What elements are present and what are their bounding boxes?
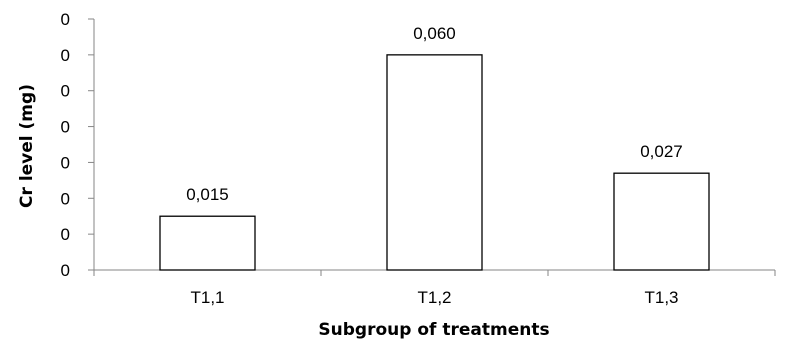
category-label: T1,3 xyxy=(644,288,678,307)
data-label: 0,027 xyxy=(640,142,683,161)
x-ticks xyxy=(93,270,776,276)
y-tick-label: 0 xyxy=(61,118,70,137)
y-tick-label: 0 xyxy=(61,189,70,208)
category-labels: T1,1 T1,2 T1,3 xyxy=(190,288,678,307)
y-tick-label: 0 xyxy=(61,46,70,65)
category-label: T1,2 xyxy=(417,288,451,307)
bar-T1,2 xyxy=(386,54,483,271)
data-label: 0,060 xyxy=(413,24,456,43)
y-tick-label: 0 xyxy=(61,261,70,280)
category-label: T1,1 xyxy=(190,288,224,307)
y-tick-label: 0 xyxy=(61,10,70,29)
x-axis-title: Subgroup of treatments xyxy=(318,320,549,340)
bars xyxy=(159,54,710,271)
data-labels: 0,015 0,060 0,027 xyxy=(186,24,683,204)
y-tick-label: 0 xyxy=(61,82,70,101)
y-axis-title: Cr level (mg) xyxy=(17,84,37,208)
y-tick-label: 0 xyxy=(61,225,70,244)
bar-T1,3 xyxy=(613,172,710,271)
y-tick-label: 0 xyxy=(61,153,70,172)
y-ticks: 0 0 0 0 0 0 0 0 xyxy=(61,10,94,280)
bar-T1,1 xyxy=(159,215,256,271)
data-label: 0,015 xyxy=(186,185,229,204)
